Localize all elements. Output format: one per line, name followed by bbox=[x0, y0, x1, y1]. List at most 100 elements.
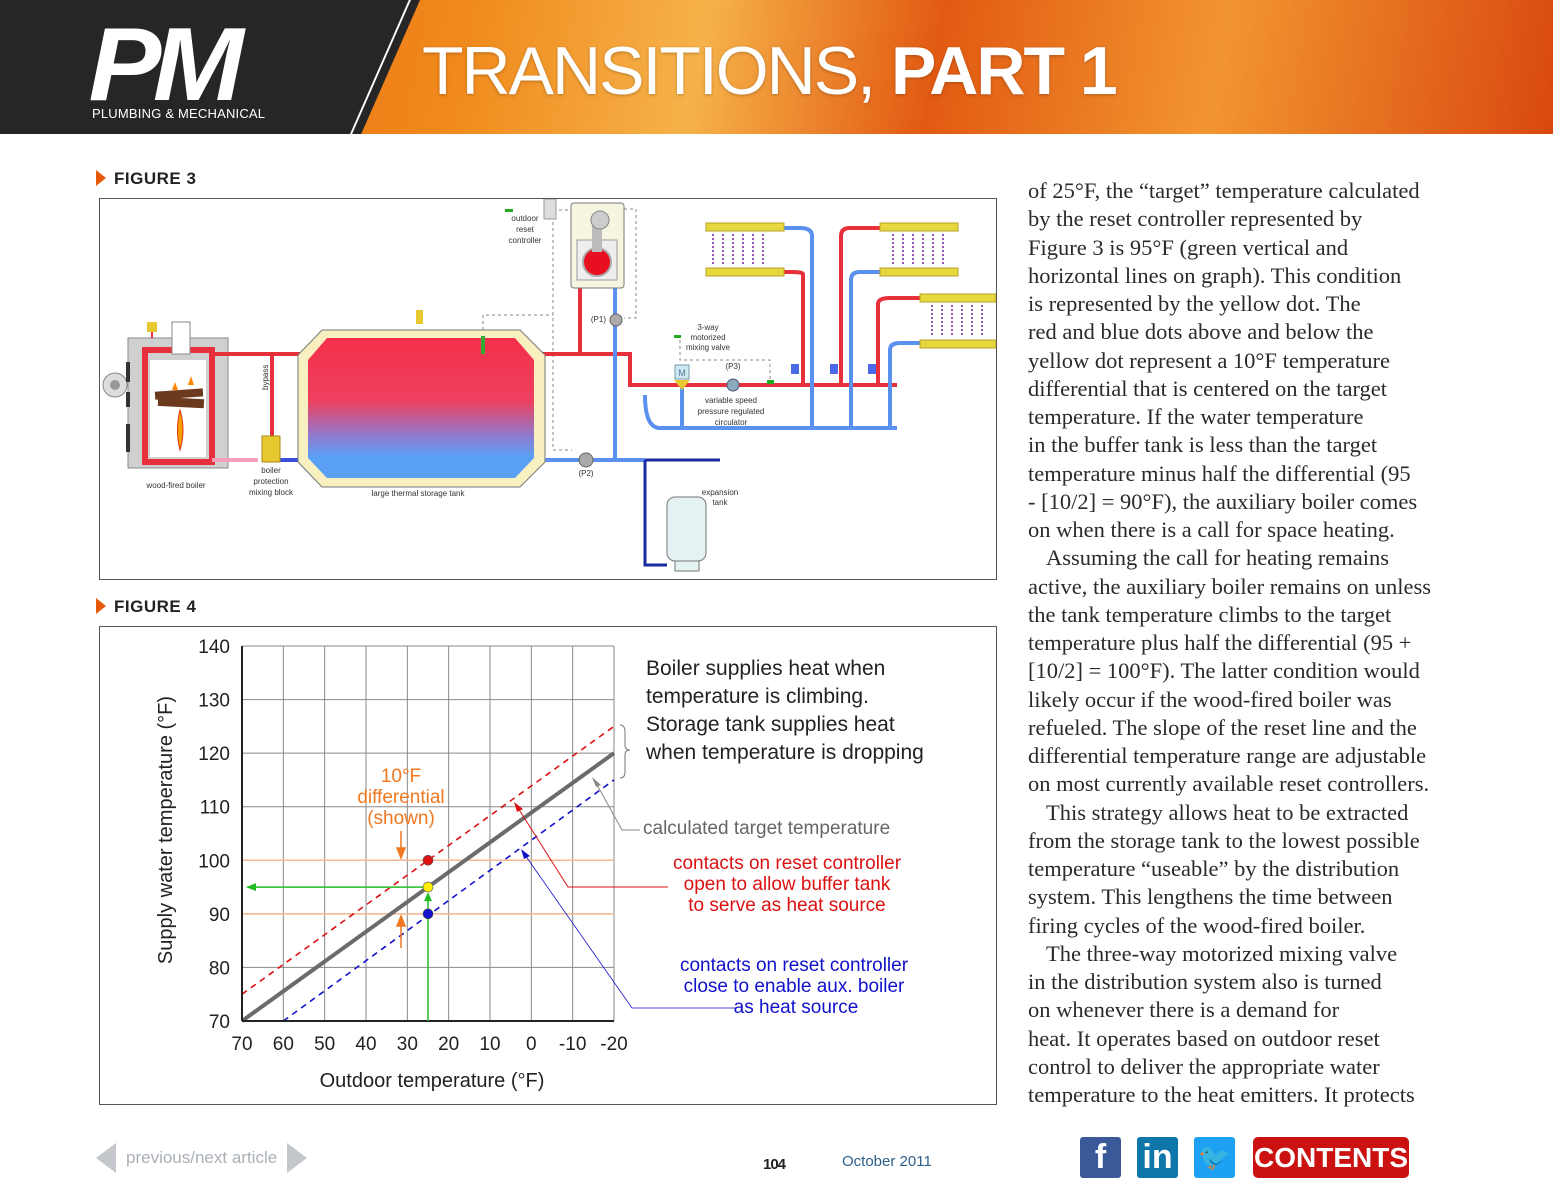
y-tick-label: 70 bbox=[209, 1012, 230, 1033]
page-title: TRANSITIONS, PART 1 bbox=[422, 32, 1118, 110]
y-tick-label: 90 bbox=[209, 905, 230, 926]
outdoor-reset-controller bbox=[543, 198, 557, 220]
open-leader-line bbox=[517, 807, 668, 888]
upper-point bbox=[422, 854, 434, 866]
body-line: temperature minus half the differential … bbox=[1028, 460, 1411, 486]
mixing-block-label: boiler protection mixing block bbox=[249, 466, 294, 497]
y-axis-label: Supply water temperature (°F) bbox=[155, 696, 177, 964]
body-line: firing cycles of the wood-fired boiler. bbox=[1028, 912, 1366, 938]
x-tick-label: -20 bbox=[600, 1034, 627, 1055]
twitter-icon[interactable]: 🐦 bbox=[1194, 1137, 1235, 1178]
circulator-p3 bbox=[726, 378, 740, 392]
storage-tank-label: large thermal storage tank bbox=[372, 489, 466, 498]
x-tick-label: 0 bbox=[526, 1034, 537, 1055]
figure-3-label: FIGURE 3 bbox=[96, 169, 196, 189]
body-line: control to deliver the appropriate water bbox=[1028, 1053, 1380, 1079]
target-leader-arrow bbox=[592, 777, 601, 787]
logo-subtitle: PLUMBING & MECHANICAL bbox=[92, 106, 266, 121]
body-line: temperature to the heat emitters. It pro… bbox=[1028, 1082, 1415, 1107]
body-line: temperature. If the water temperature bbox=[1028, 404, 1364, 429]
x-tick-label: 20 bbox=[438, 1034, 459, 1055]
page-number: 104 bbox=[763, 1156, 786, 1173]
figure-4-box: 70 60 50 40 30 20 10 0 -10 -20 70 80 90 100 110 120 130 1… bbox=[99, 626, 997, 1105]
y-tick-label: 140 bbox=[198, 637, 230, 658]
mixing-valve-label: 3-way motorized mixing valve bbox=[686, 323, 731, 352]
body-line: horizontal lines on graph). This conditi… bbox=[1028, 262, 1402, 288]
wood-fired-boiler bbox=[102, 321, 229, 469]
differential-annotation: 10°F differential (shown) bbox=[357, 766, 444, 829]
x-tick-label: -10 bbox=[559, 1034, 586, 1055]
outdoor-reset-label: outdoor reset controller bbox=[509, 214, 542, 245]
body-line: likely occur if the wood-fired boiler wa… bbox=[1028, 686, 1392, 712]
body-line: differential temperature range are adjus… bbox=[1028, 743, 1427, 768]
facebook-icon[interactable]: f bbox=[1080, 1137, 1121, 1178]
motor-label: M bbox=[678, 368, 686, 378]
mixing-valve bbox=[674, 380, 690, 390]
x-tick-label: 40 bbox=[355, 1034, 376, 1055]
body-line: on most currently available reset contro… bbox=[1028, 771, 1430, 797]
body-line: from the storage tank to the lowest poss… bbox=[1028, 827, 1420, 853]
body-line: in the distribution system also is turne… bbox=[1028, 969, 1382, 994]
y-tick-label: 110 bbox=[200, 798, 230, 819]
target-left-arrow bbox=[246, 883, 256, 892]
close-leader-arrow bbox=[521, 849, 530, 859]
valve-sensor bbox=[674, 335, 681, 338]
body-line: heat. It operates based on outdoor reset bbox=[1028, 1025, 1380, 1051]
body-line: refueled. The slope of the reset line an… bbox=[1028, 714, 1417, 740]
lower-differential-line bbox=[282, 779, 615, 1022]
air-vent-icon bbox=[416, 310, 423, 324]
triangle-icon bbox=[96, 170, 106, 186]
brace-icon bbox=[619, 724, 631, 779]
triangle-icon bbox=[96, 598, 106, 614]
figure-4-label-text: FIGURE 4 bbox=[114, 597, 197, 616]
reset-chart: 70 60 50 40 30 20 10 0 -10 -207080901001101201301… bbox=[155, 637, 924, 1092]
target-temp-annotation: calculated target temperature bbox=[643, 818, 890, 839]
body-line: by the reset controller represented by bbox=[1028, 206, 1363, 232]
figure-3-label-text: FIGURE 3 bbox=[114, 169, 197, 188]
bypass-label: bypass bbox=[261, 365, 270, 390]
nav-label[interactable]: previous/next article bbox=[126, 1148, 278, 1167]
body-line: temperature “useable” by the distributio… bbox=[1028, 856, 1400, 881]
x-tick-label: 30 bbox=[397, 1034, 418, 1055]
title-bold: PART 1 bbox=[890, 33, 1118, 109]
tick-labels: 70 60 50 40 30 20 10 0 -10 -207080901001101201301… bbox=[198, 637, 627, 1055]
y-tick-label: 130 bbox=[198, 691, 230, 712]
previous-next-nav[interactable]: previous/next article bbox=[96, 1143, 308, 1173]
open-leader-arrow bbox=[514, 802, 523, 812]
contents-button[interactable]: CONTENTS bbox=[1253, 1137, 1409, 1178]
body-line: the tank temperature climbs to the targe… bbox=[1028, 601, 1392, 627]
x-axis-label: Outdoor temperature (°F) bbox=[320, 1070, 545, 1092]
x-tick-label: 60 bbox=[273, 1034, 294, 1055]
body-line: This strategy allows heat to be extracte… bbox=[1046, 799, 1409, 825]
body-line: red and blue dots above and below the bbox=[1028, 319, 1374, 345]
p2-label: (P2) bbox=[578, 469, 593, 478]
circulator-label: variable speed pressure regulated circulat… bbox=[698, 396, 765, 427]
lower-point bbox=[422, 908, 434, 920]
y-tick-label: 100 bbox=[198, 851, 230, 872]
body-line: - [10/2] = 90°F), the auxiliary boiler c… bbox=[1028, 488, 1418, 514]
supply-sensor bbox=[767, 380, 774, 384]
close-contacts-annotation: contacts on reset controller close to ena… bbox=[680, 955, 909, 1018]
article-body: of 25°F, the “target” temperature calcul… bbox=[1028, 177, 1468, 1109]
logo: PM bbox=[88, 7, 244, 123]
differential-arrows bbox=[395, 831, 407, 948]
linkedin-icon[interactable]: in bbox=[1137, 1137, 1178, 1178]
figure-4-label: FIGURE 4 bbox=[96, 597, 196, 617]
target-up-arrow bbox=[424, 892, 432, 902]
manifold-1 bbox=[705, 222, 785, 277]
target-point bbox=[422, 881, 434, 893]
expansion-tank bbox=[666, 496, 707, 562]
auxiliary-boiler bbox=[570, 202, 625, 289]
previous-arrow-icon[interactable] bbox=[96, 1143, 116, 1173]
expansion-tank-base bbox=[674, 560, 700, 572]
body-line: Figure 3 is 95°F (green vertical and bbox=[1028, 234, 1349, 260]
body-line: in the buffer tank is less than the targ… bbox=[1028, 432, 1378, 458]
body-line: differential that is centered on the tar… bbox=[1028, 375, 1388, 401]
p3-label: (P3) bbox=[725, 362, 740, 371]
manifold-3 bbox=[919, 293, 997, 349]
issue-date: October 2011 bbox=[842, 1153, 932, 1170]
x-tick-label: 10 bbox=[479, 1034, 500, 1055]
valve-motor bbox=[674, 364, 690, 380]
figure-3-box: outdoor reset controller wood-fired boiler bbox=[99, 198, 997, 580]
next-arrow-icon[interactable] bbox=[287, 1143, 308, 1173]
